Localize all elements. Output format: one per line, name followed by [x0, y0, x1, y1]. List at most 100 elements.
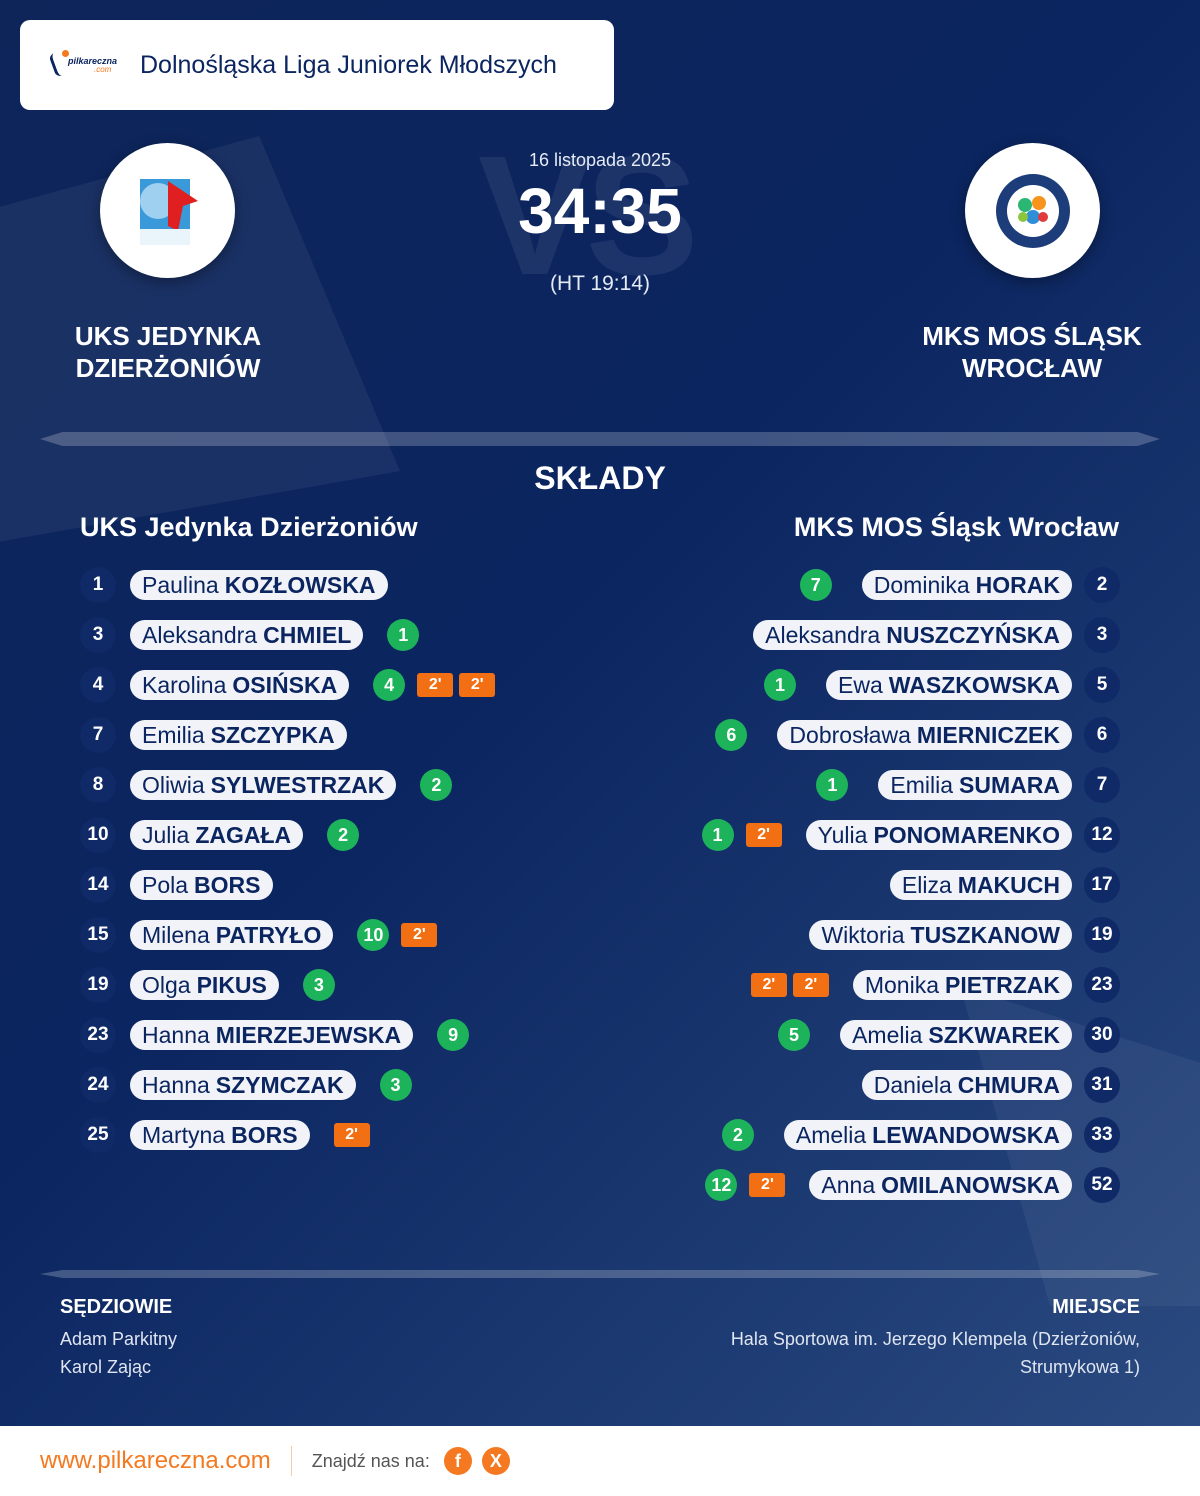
jersey-number: 3 [1084, 617, 1120, 653]
goals-badge: 1 [816, 769, 849, 801]
player-events: 6 [715, 719, 753, 751]
player-last-name: SZKWAREK [928, 1021, 1060, 1048]
jersey-number: 1 [80, 567, 116, 603]
player-name[interactable]: Daniela CHMURA [861, 1070, 1072, 1100]
player-last-name: PONOMARENKO [873, 821, 1060, 848]
referees-section: SĘDZIOWIE Adam Parkitny Karol Zając [60, 1296, 177, 1381]
referee-name: Adam Parkitny [60, 1329, 178, 1349]
vs-watermark: VS [478, 121, 699, 311]
player-row: 7 Dominika HORAK 2 [702, 560, 1120, 610]
player-name[interactable]: Amelia SZKWAREK [840, 1020, 1072, 1050]
league-title: Dolnośląska Liga Juniorek Młodszych [140, 50, 557, 79]
player-row: 19 Olga PIKUS 3 [0, 960, 495, 1010]
player-name[interactable]: Amelia LEWANDOWSKA [783, 1120, 1072, 1150]
player-name[interactable]: Martyna BORS [130, 1120, 310, 1150]
player-name[interactable]: Dominika HORAK [861, 570, 1072, 600]
player-name[interactable]: Olga PIKUS [130, 970, 279, 1000]
jersey-number: 24 [80, 1067, 116, 1103]
player-name[interactable]: Milena PATRYŁO [130, 920, 334, 950]
pilkareczna-logo[interactable]: pilkareczna .com [48, 50, 120, 80]
player-name[interactable]: Wiktoria TUSZKANOW [809, 920, 1072, 950]
match-card: pilkareczna .com Dolnośląska Liga Juniore… [0, 0, 1200, 1426]
player-last-name: WASZKOWSKA [888, 671, 1060, 698]
player-row: 10 Julia ZAGAŁA 2 [0, 810, 495, 860]
player-row: 14 Pola BORS [0, 860, 495, 910]
player-last-name: CHMURA [957, 1071, 1060, 1098]
suspension-badge: 2' [459, 673, 496, 697]
player-name[interactable]: Paulina KOZŁOWSKA [130, 570, 388, 600]
player-name[interactable]: Anna OMILANOWSKA [809, 1170, 1072, 1200]
player-first-name: Martyna [142, 1121, 226, 1148]
player-first-name: Dominika [873, 571, 970, 598]
player-events: 1 2' [701, 819, 782, 851]
player-name[interactable]: Monika PIETRZAK [852, 970, 1072, 1000]
x-icon[interactable]: X [481, 1447, 510, 1475]
player-last-name: PATRYŁO [215, 921, 322, 948]
player-first-name: Eliza [901, 871, 952, 898]
final-score: 34:35 [518, 175, 682, 247]
home-lineup: 1 Paulina KOZŁOWSKA 3 Aleksandra CHMIEL 1 4 Karo… [0, 560, 496, 1160]
player-last-name: SYLWESTRZAK [210, 771, 385, 798]
player-last-name: OSIŃSKA [232, 671, 338, 698]
player-name[interactable]: Julia ZAGAŁA [130, 820, 304, 850]
jersey-number: 33 [1084, 1117, 1120, 1153]
player-first-name: Hanna [142, 1021, 210, 1048]
player-row: 15 Milena PATRYŁO 10 2' [0, 910, 495, 960]
player-name[interactable]: Yulia PONOMARENKO [805, 820, 1072, 850]
divider [290, 1446, 292, 1476]
player-name[interactable]: Aleksandra NUSZCZYŃSKA [753, 620, 1072, 650]
player-last-name: BORS [231, 1121, 298, 1148]
player-name[interactable]: Hanna SZYMCZAK [130, 1070, 356, 1100]
player-events: 3 [379, 1069, 418, 1101]
website-link[interactable]: www.pilkareczna.com [40, 1447, 271, 1474]
player-name[interactable]: Karolina OSIŃSKA [130, 670, 350, 700]
player-events: 2 [420, 769, 458, 801]
player-name[interactable]: Hanna MIERZEJEWSKA [130, 1020, 414, 1050]
player-events: 1 [387, 619, 425, 651]
away-lineup: 7 Dominika HORAK 2 Aleksandra NUSZCZYŃSKA 3 1 Ew… [701, 560, 1120, 1210]
player-last-name: SUMARA [959, 771, 1060, 798]
player-row: 25 Martyna BORS 2' [0, 1110, 495, 1160]
player-row: 7 Emilia SZCZYPKA [0, 710, 495, 760]
facebook-icon[interactable]: f [443, 1447, 472, 1475]
player-row: 2' 2' Monika PIETRZAK 23 [702, 960, 1120, 1010]
halftime-score: (HT 19:14) [550, 272, 650, 295]
jersey-number: 5 [1084, 667, 1120, 703]
player-name[interactable]: Emilia SUMARA [878, 770, 1072, 800]
goals-badge: 9 [437, 1019, 470, 1051]
player-name[interactable]: Ewa WASZKOWSKA [826, 670, 1072, 700]
jersey-number: 14 [80, 867, 116, 903]
player-name[interactable]: Dobrosława MIERNICZEK [777, 720, 1072, 750]
player-last-name: PIKUS [196, 971, 267, 998]
player-first-name: Amelia [852, 1021, 923, 1048]
goals-badge: 1 [701, 819, 734, 851]
jersey-number: 19 [80, 967, 116, 1003]
player-name[interactable]: Oliwia SYLWESTRZAK [130, 770, 397, 800]
player-first-name: Anna [821, 1171, 876, 1198]
player-first-name: Aleksandra [765, 621, 881, 648]
player-name[interactable]: Eliza MAKUCH [889, 870, 1072, 900]
player-events: 4 2' 2' [373, 669, 496, 701]
player-first-name: Yulia [817, 821, 868, 848]
player-row: 1 2' Yulia PONOMARENKO 12 [701, 810, 1120, 860]
goals-badge: 5 [778, 1019, 811, 1051]
jersey-number: 12 [1084, 817, 1120, 853]
divider [40, 1270, 1160, 1278]
player-first-name: Julia [142, 821, 190, 848]
player-first-name: Olga [142, 971, 191, 998]
jersey-number: 6 [1084, 717, 1120, 753]
jersey-number: 30 [1084, 1017, 1120, 1053]
goals-badge: 2 [420, 769, 453, 801]
player-events: 1 [816, 769, 854, 801]
player-name[interactable]: Pola BORS [130, 870, 273, 900]
suspension-badge: 2' [750, 973, 787, 997]
player-events: 9 [437, 1019, 475, 1051]
player-row: 23 Hanna MIERZEJEWSKA 9 [0, 1010, 495, 1060]
player-name[interactable]: Emilia SZCZYPKA [130, 720, 347, 750]
player-row: 2 Amelia LEWANDOWSKA 33 [702, 1110, 1120, 1160]
jersey-number: 23 [80, 1017, 116, 1053]
player-name[interactable]: Aleksandra CHMIEL [130, 620, 364, 650]
player-row: 5 Amelia SZKWAREK 30 [702, 1010, 1120, 1060]
goals-badge: 2 [721, 1119, 754, 1151]
player-events: 3 [302, 969, 341, 1001]
